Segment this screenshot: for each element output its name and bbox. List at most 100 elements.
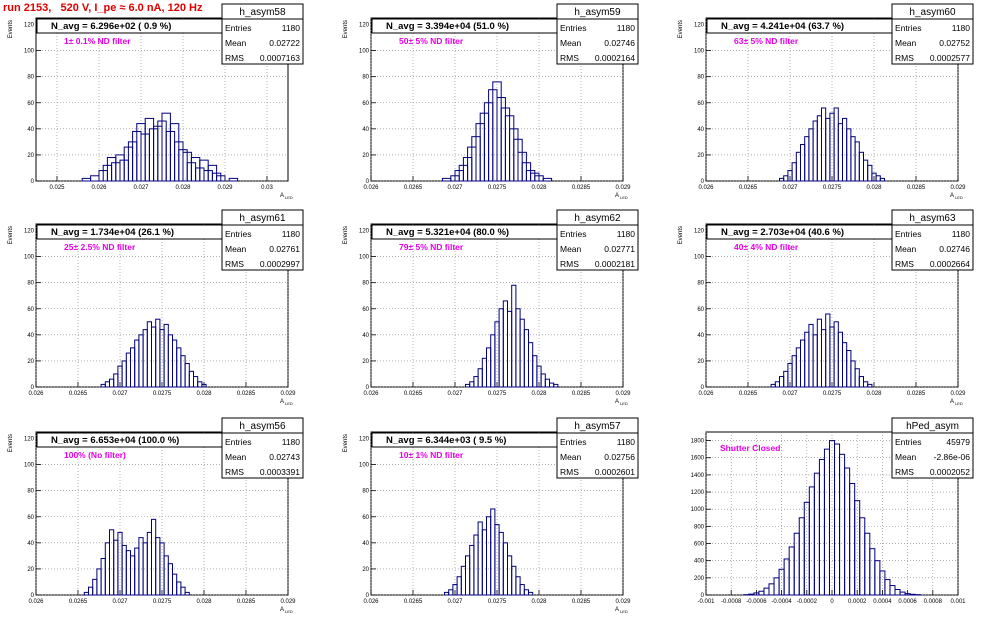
- histogram-bin: [779, 376, 785, 388]
- histogram-bin: [83, 591, 90, 596]
- y-axis-label: Events: [343, 434, 349, 452]
- stats-mean-value: 0.02761: [269, 244, 300, 254]
- filter-annotation: 50± 5% ND filter: [399, 36, 464, 46]
- x-axis-label-sub: LED: [620, 609, 628, 614]
- histogram-bin: [813, 472, 820, 596]
- y-tick-label: 120: [24, 229, 35, 235]
- x-tick-label: 0.025: [49, 185, 65, 191]
- histogram-bin: [138, 537, 144, 596]
- y-axis-label: Events: [8, 434, 14, 452]
- y-tick-label: 100: [359, 463, 370, 469]
- histogram-bin: [146, 321, 153, 388]
- stats-entries-label: Entries: [225, 229, 251, 239]
- histogram-panel-h_asym60: 0.026 0.0265 0.027 0.0275 0.028 0.0285 0.029 0 2…: [678, 3, 974, 200]
- histogram-bin: [96, 568, 102, 596]
- histogram-bin: [816, 115, 822, 182]
- y-tick-label: 100: [694, 255, 705, 261]
- x-axis-label-sub: LED: [620, 195, 628, 200]
- x-tick-label: 0.0275: [153, 391, 172, 397]
- n-avg-label: N_avg = 2.703e+04 (40.6 %): [721, 227, 844, 238]
- histogram-bin: [528, 342, 534, 388]
- histogram-bin: [791, 162, 797, 182]
- histogram-name: h_asym62: [574, 213, 621, 224]
- histogram-bin: [498, 531, 504, 596]
- stats-mean-label: Mean: [560, 244, 582, 254]
- stats-box: [221, 209, 304, 271]
- histogram-bin: [833, 321, 839, 388]
- histogram-name: h_asym59: [574, 7, 621, 18]
- stats-mean-label: Mean: [225, 38, 247, 48]
- stats-rms-value: 0.0002164: [595, 53, 635, 63]
- filter-annotation: 100% (No filter): [64, 450, 126, 460]
- histogram-panel-h_asym58: 0.025 0.026 0.027 0.028 0.029 0.03 0 20 40 60 80 10…: [8, 3, 304, 200]
- stats-mean-value: 0.02746: [604, 38, 635, 48]
- x-tick-label: -0.0002: [797, 599, 818, 605]
- stats-entries-label: Entries: [895, 437, 921, 447]
- stats-rms-value: 0.0002052: [930, 467, 970, 477]
- stats-rms-value: 0.0002997: [260, 259, 300, 269]
- stats-entries-label: Entries: [895, 23, 921, 33]
- histogram-bin: [176, 581, 182, 596]
- y-tick-label: 100: [359, 49, 370, 55]
- x-tick-label: 0.027: [782, 391, 798, 397]
- histogram-bin: [228, 177, 239, 182]
- histogram-bin: [854, 368, 860, 388]
- y-tick-label: 0: [366, 593, 370, 599]
- histogram-bin: [795, 151, 801, 182]
- histogram-bin: [130, 347, 136, 388]
- histogram-bin: [793, 532, 800, 596]
- histogram-bin: [842, 117, 848, 182]
- x-tick-label: 0.026: [363, 599, 379, 605]
- histogram-bin: [812, 120, 818, 182]
- histogram-bin: [92, 578, 98, 596]
- x-tick-label: 0.027: [782, 185, 798, 191]
- x-tick-label: 0.0004: [873, 599, 892, 605]
- x-tick-label: -0.0006: [746, 599, 767, 605]
- stats-entries-value: 1180: [282, 437, 301, 447]
- histogram-bin: [783, 175, 789, 182]
- histogram-bin: [833, 107, 839, 182]
- stats-mean-label: Mean: [560, 38, 582, 48]
- histogram-bin: [121, 544, 127, 596]
- stats-rms-label: RMS: [895, 53, 914, 63]
- x-tick-label: 0.0285: [907, 185, 926, 191]
- x-axis-label-sub: LED: [285, 195, 293, 200]
- x-tick-label: 0.0275: [488, 599, 507, 605]
- y-tick-label: 20: [362, 153, 369, 159]
- histogram-bin: [188, 370, 195, 388]
- histogram-bin: [748, 593, 755, 596]
- histogram-bin: [788, 546, 795, 596]
- y-tick-label: 100: [24, 49, 35, 55]
- stats-rms-label: RMS: [225, 259, 244, 269]
- y-tick-label: 0: [701, 385, 705, 391]
- x-tick-label: 0.026: [91, 185, 107, 191]
- y-axis-label: Events: [678, 20, 684, 38]
- stats-entries-value: 1180: [952, 229, 971, 239]
- x-tick-label: 0.0265: [739, 185, 758, 191]
- stats-mean-value: -2.86e-06: [934, 452, 971, 462]
- histogram-bin: [779, 177, 785, 182]
- stats-mean-value: 0.02722: [269, 38, 300, 48]
- histogram-bin: [81, 177, 92, 182]
- n-avg-label: N_avg = 5.321e+04 (80.0 %): [386, 227, 509, 238]
- histogram-bin: [167, 563, 174, 596]
- x-tick-label: 0.027: [133, 185, 149, 191]
- stats-rms-value: 0.0003391: [260, 467, 300, 477]
- x-tick-label: 0.028: [866, 185, 882, 191]
- histogram-bin: [511, 565, 517, 596]
- histogram-bin: [816, 318, 822, 388]
- stats-box: [221, 3, 304, 65]
- histogram-bin: [844, 467, 851, 596]
- histogram-bin: [542, 177, 553, 182]
- y-tick-label: 60: [27, 101, 34, 107]
- histogram-bin: [163, 555, 169, 596]
- y-tick-label: 1800: [691, 439, 705, 445]
- x-tick-label: 0.026: [28, 391, 44, 397]
- x-tick-label: 0.001: [950, 599, 966, 605]
- histogram-bin: [828, 440, 836, 596]
- histogram-bin: [825, 313, 831, 388]
- y-tick-label: 1400: [691, 473, 705, 479]
- x-tick-label: 0: [830, 599, 834, 605]
- filter-annotation: 25± 2.5% ND filter: [64, 242, 136, 252]
